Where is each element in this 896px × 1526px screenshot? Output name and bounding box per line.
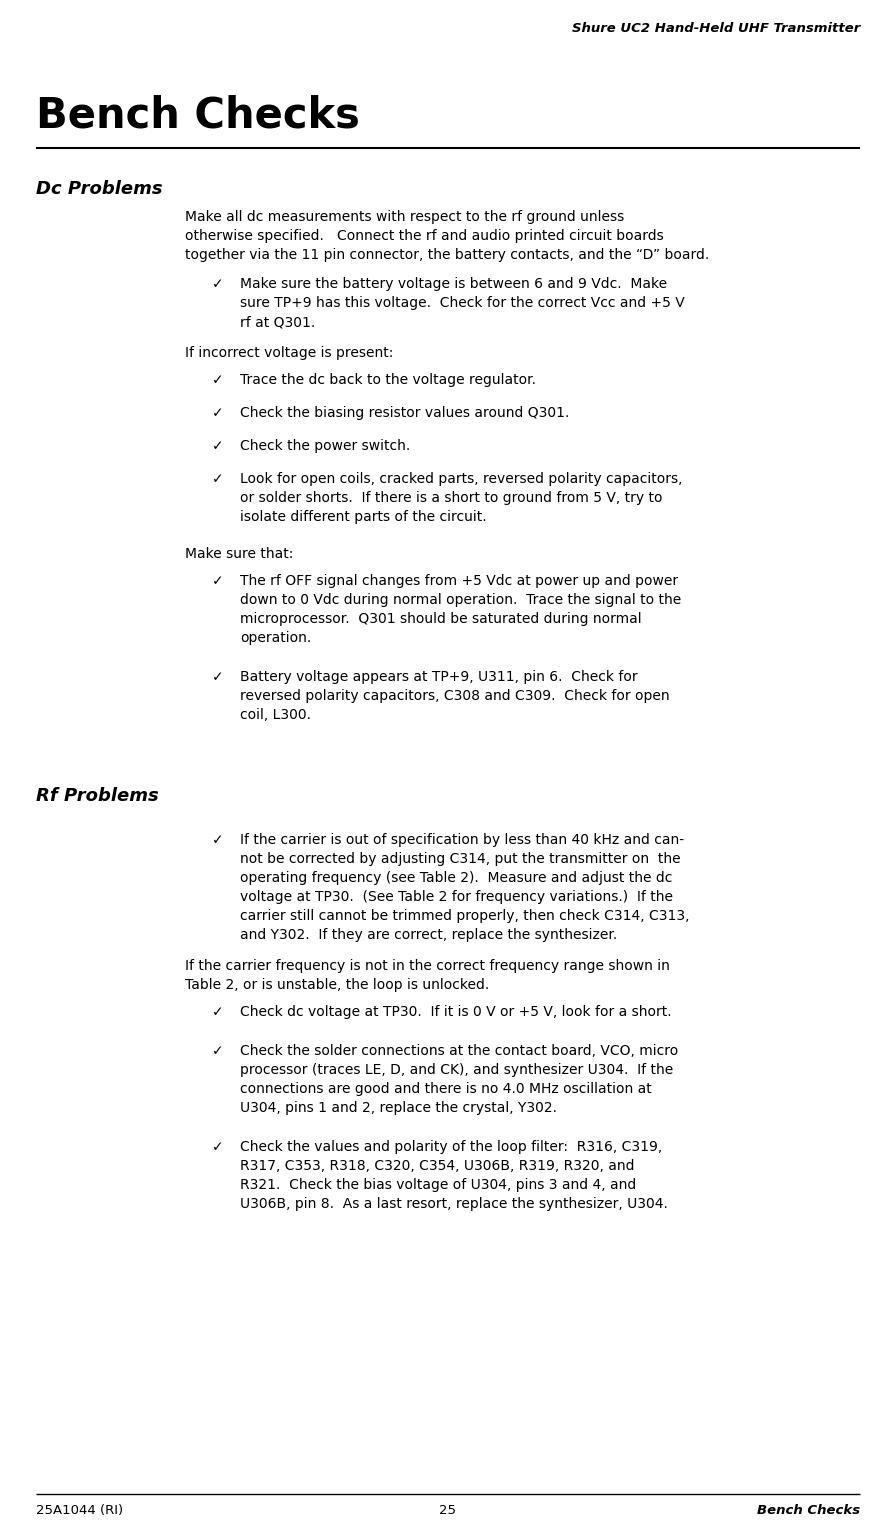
Text: rf at Q301.: rf at Q301.: [240, 314, 315, 330]
Text: Table 2, or is unstable, the loop is unlocked.: Table 2, or is unstable, the loop is unl…: [185, 978, 489, 992]
Text: reversed polarity capacitors, C308 and C309.  Check for open: reversed polarity capacitors, C308 and C…: [240, 690, 669, 703]
Text: sure TP+9 has this voltage.  Check for the correct Vcc and +5 V: sure TP+9 has this voltage. Check for th…: [240, 296, 685, 310]
Text: The rf OFF signal changes from +5 Vdc at power up and power: The rf OFF signal changes from +5 Vdc at…: [240, 574, 678, 588]
Text: Shure UC2 Hand-Held UHF Transmitter: Shure UC2 Hand-Held UHF Transmitter: [572, 21, 860, 35]
Text: ✓: ✓: [212, 278, 224, 291]
Text: ✓: ✓: [212, 1140, 224, 1154]
Text: voltage at TP30.  (See Table 2 for frequency variations.)  If the: voltage at TP30. (See Table 2 for freque…: [240, 890, 673, 903]
Text: or solder shorts.  If there is a short to ground from 5 V, try to: or solder shorts. If there is a short to…: [240, 491, 662, 505]
Text: coil, L300.: coil, L300.: [240, 708, 311, 722]
Text: ✓: ✓: [212, 406, 224, 420]
Text: ✓: ✓: [212, 574, 224, 588]
Text: Make sure the battery voltage is between 6 and 9 Vdc.  Make: Make sure the battery voltage is between…: [240, 278, 668, 291]
Text: Make sure that:: Make sure that:: [185, 546, 293, 562]
Text: not be corrected by adjusting C314, put the transmitter on  the: not be corrected by adjusting C314, put …: [240, 852, 681, 865]
Text: ✓: ✓: [212, 833, 224, 847]
Text: Bench Checks: Bench Checks: [36, 95, 360, 137]
Text: ✓: ✓: [212, 439, 224, 453]
Text: and Y302.  If they are correct, replace the synthesizer.: and Y302. If they are correct, replace t…: [240, 928, 617, 942]
Text: ✓: ✓: [212, 670, 224, 684]
Text: U306B, pin 8.  As a last resort, replace the synthesizer, U304.: U306B, pin 8. As a last resort, replace …: [240, 1196, 668, 1212]
Text: Trace the dc back to the voltage regulator.: Trace the dc back to the voltage regulat…: [240, 372, 536, 388]
Text: ✓: ✓: [212, 1006, 224, 1019]
Text: U304, pins 1 and 2, replace the crystal, Y302.: U304, pins 1 and 2, replace the crystal,…: [240, 1100, 557, 1116]
Text: connections are good and there is no 4.0 MHz oscillation at: connections are good and there is no 4.0…: [240, 1082, 651, 1096]
Text: Make all dc measurements with respect to the rf ground unless: Make all dc measurements with respect to…: [185, 211, 625, 224]
Text: Check dc voltage at TP30.  If it is 0 V or +5 V, look for a short.: Check dc voltage at TP30. If it is 0 V o…: [240, 1006, 672, 1019]
Text: 25A1044 (RI): 25A1044 (RI): [36, 1505, 123, 1517]
Text: processor (traces LE, D, and CK), and synthesizer U304.  If the: processor (traces LE, D, and CK), and sy…: [240, 1064, 673, 1077]
Text: Look for open coils, cracked parts, reversed polarity capacitors,: Look for open coils, cracked parts, reve…: [240, 472, 683, 485]
Text: carrier still cannot be trimmed properly, then check C314, C313,: carrier still cannot be trimmed properly…: [240, 909, 690, 923]
Text: ✓: ✓: [212, 1044, 224, 1058]
Text: down to 0 Vdc during normal operation.  Trace the signal to the: down to 0 Vdc during normal operation. T…: [240, 594, 681, 607]
Text: microprocessor.  Q301 should be saturated during normal: microprocessor. Q301 should be saturated…: [240, 612, 642, 626]
Text: Dc Problems: Dc Problems: [36, 180, 163, 198]
Text: Check the biasing resistor values around Q301.: Check the biasing resistor values around…: [240, 406, 569, 420]
Text: together via the 11 pin connector, the battery contacts, and the “D” board.: together via the 11 pin connector, the b…: [185, 249, 710, 262]
Text: If the carrier is out of specification by less than 40 kHz and can-: If the carrier is out of specification b…: [240, 833, 685, 847]
Text: R321.  Check the bias voltage of U304, pins 3 and 4, and: R321. Check the bias voltage of U304, pi…: [240, 1178, 636, 1192]
Text: Check the solder connections at the contact board, VCO, micro: Check the solder connections at the cont…: [240, 1044, 678, 1058]
Text: Rf Problems: Rf Problems: [36, 787, 159, 806]
Text: Check the power switch.: Check the power switch.: [240, 439, 410, 453]
Text: operation.: operation.: [240, 630, 311, 645]
Text: otherwise specified.   Connect the rf and audio printed circuit boards: otherwise specified. Connect the rf and …: [185, 229, 664, 243]
Text: ✓: ✓: [212, 472, 224, 485]
Text: Check the values and polarity of the loop filter:  R316, C319,: Check the values and polarity of the loo…: [240, 1140, 662, 1154]
Text: If the carrier frequency is not in the correct frequency range shown in: If the carrier frequency is not in the c…: [185, 958, 670, 974]
Text: Bench Checks: Bench Checks: [757, 1505, 860, 1517]
Text: If incorrect voltage is present:: If incorrect voltage is present:: [185, 346, 393, 360]
Text: Battery voltage appears at TP+9, U311, pin 6.  Check for: Battery voltage appears at TP+9, U311, p…: [240, 670, 638, 684]
Text: 25: 25: [440, 1505, 456, 1517]
Text: operating frequency (see Table 2).  Measure and adjust the dc: operating frequency (see Table 2). Measu…: [240, 871, 672, 885]
Text: isolate different parts of the circuit.: isolate different parts of the circuit.: [240, 510, 487, 523]
Text: R317, C353, R318, C320, C354, U306B, R319, R320, and: R317, C353, R318, C320, C354, U306B, R31…: [240, 1160, 634, 1173]
Text: ✓: ✓: [212, 372, 224, 388]
